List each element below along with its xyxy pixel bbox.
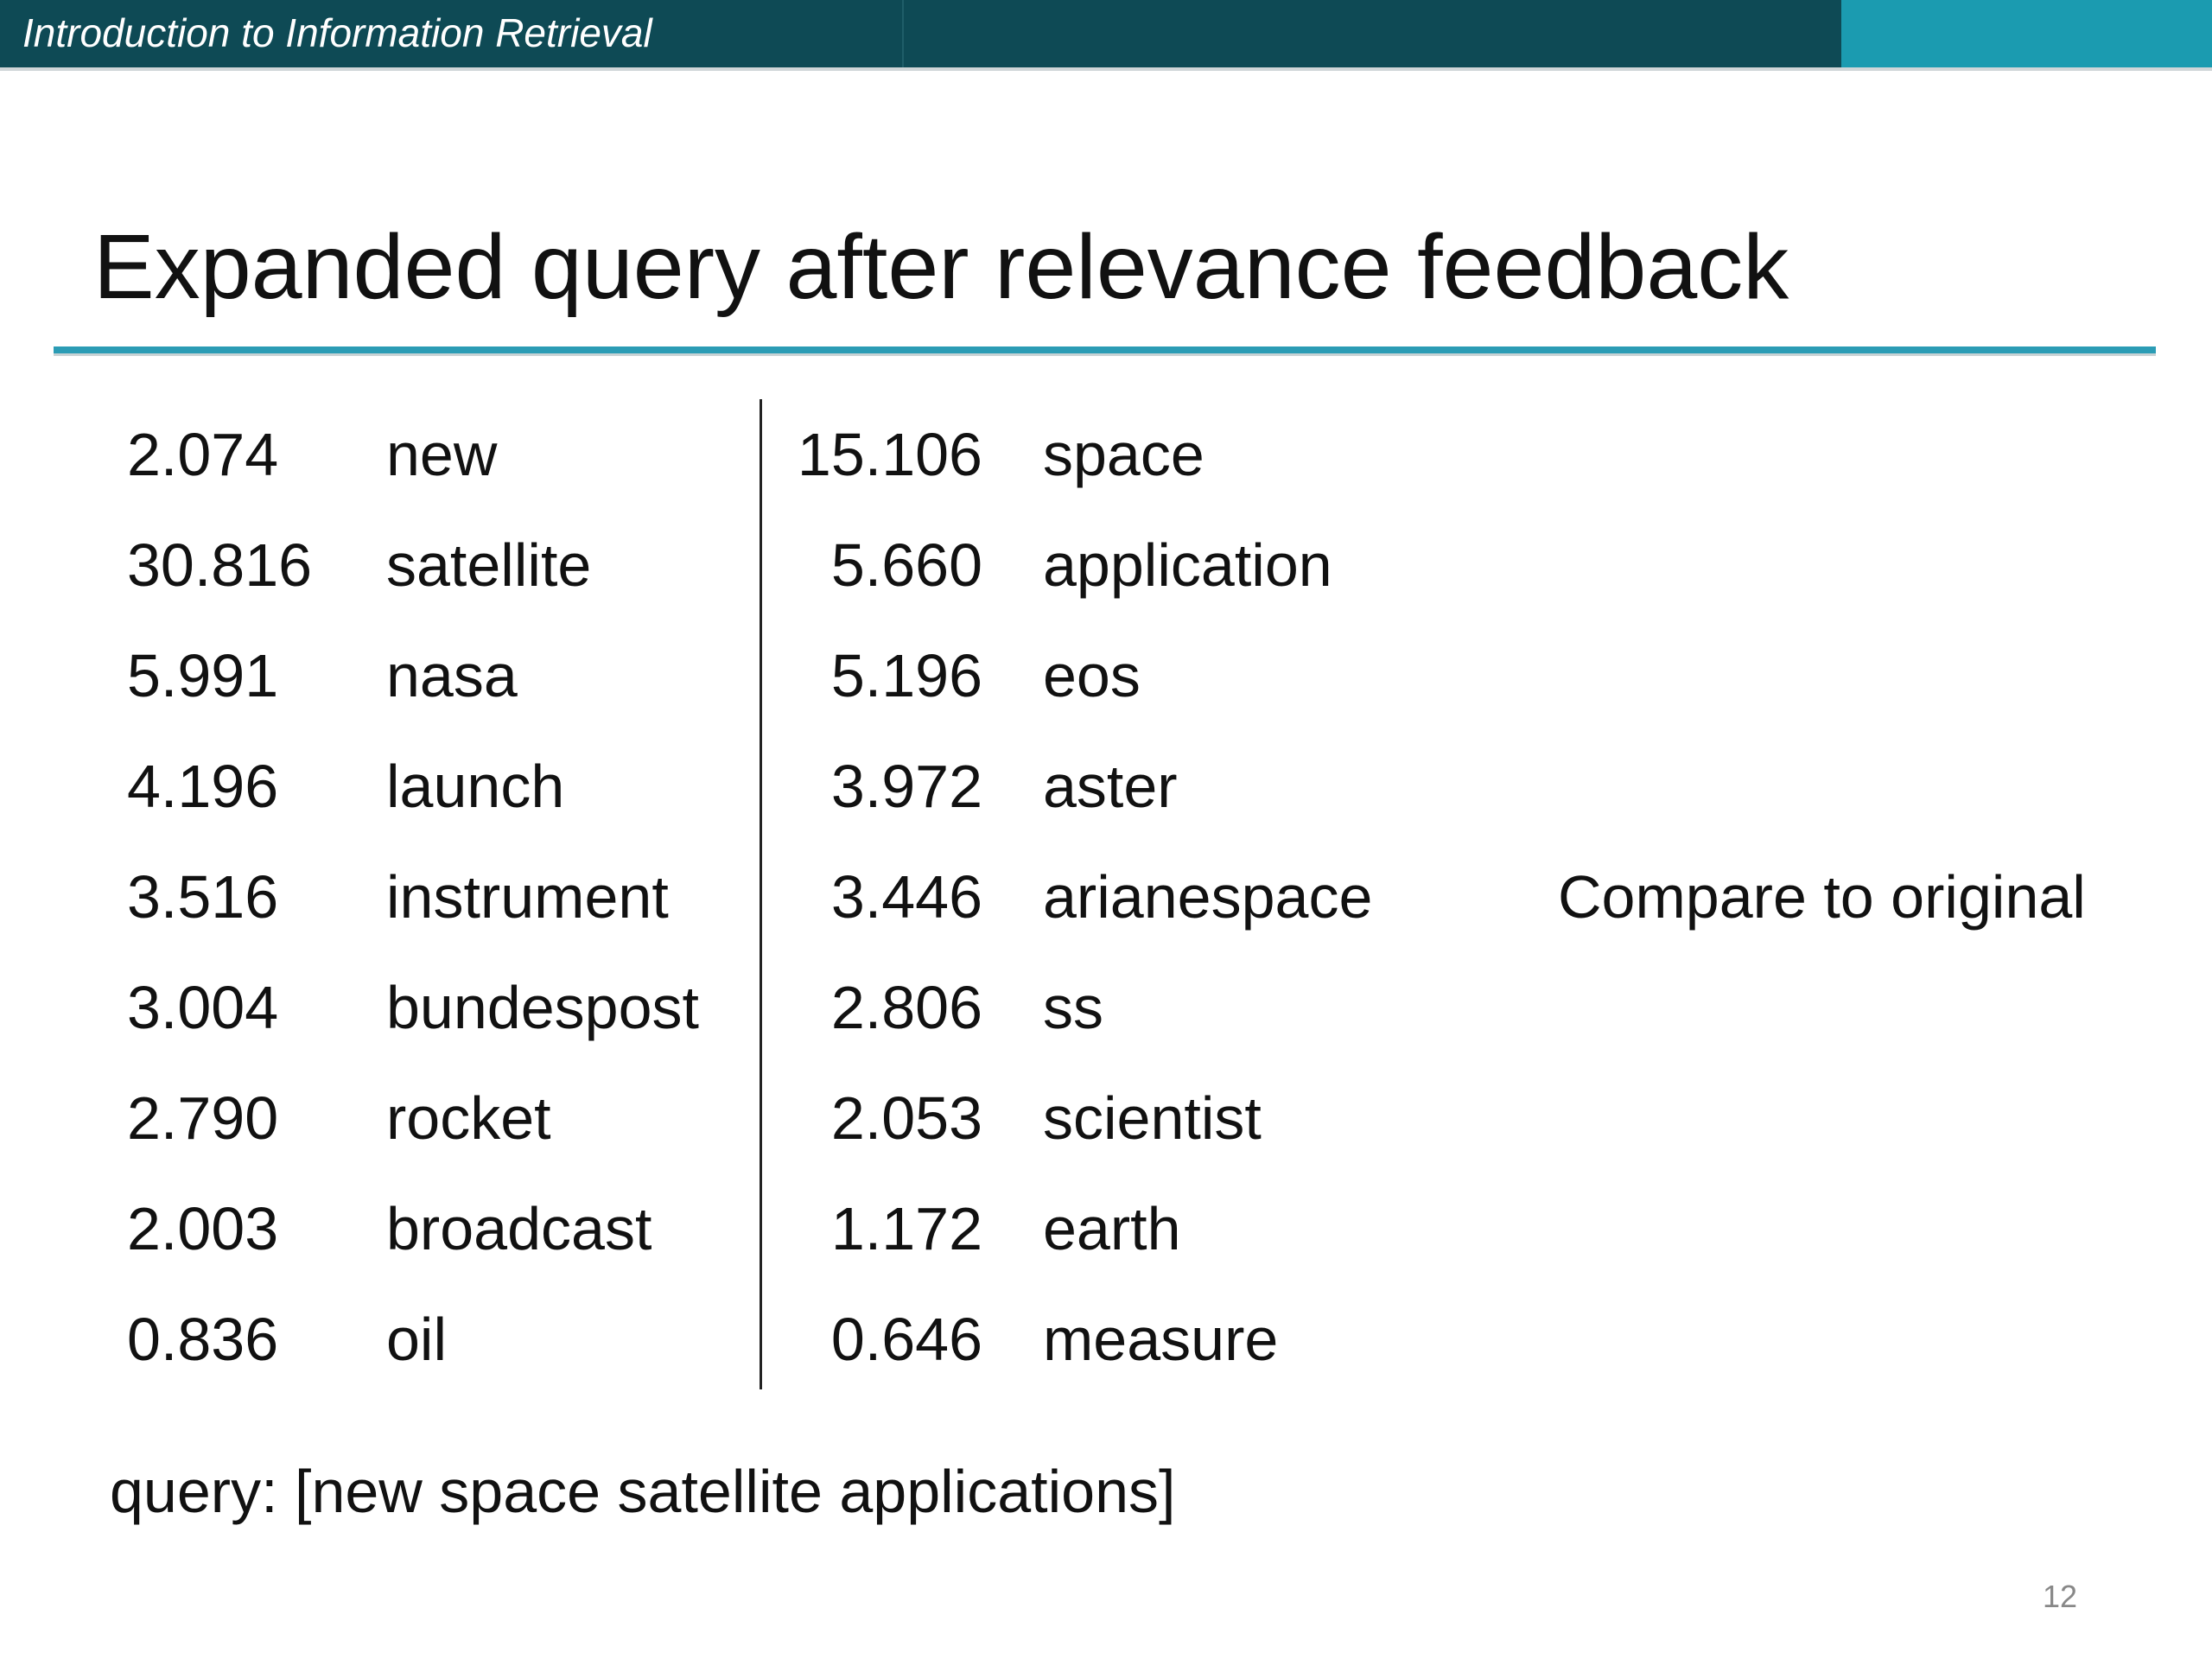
- header-bar: [0, 0, 1841, 67]
- table-weight: 3.446: [830, 863, 982, 931]
- title-rule-shadow: [54, 353, 2156, 356]
- table-term: launch: [386, 753, 565, 820]
- table-term: broadcast: [386, 1195, 652, 1262]
- slide-title: Expanded query after relevance feedback: [93, 216, 1789, 318]
- table-weight: 2.790: [127, 1084, 279, 1152]
- column-divider: [760, 399, 762, 1389]
- table-weight: 2.074: [127, 421, 279, 488]
- table-weight: 1.172: [830, 1195, 982, 1262]
- table-term: instrument: [386, 863, 669, 931]
- table-term: scientist: [1043, 1084, 1262, 1152]
- table-term: arianespace: [1043, 863, 1373, 931]
- table-weight: 5.660: [830, 531, 982, 599]
- table-weight: 5.991: [127, 642, 279, 709]
- header-accent: [1841, 0, 2212, 67]
- table-weight: 0.646: [830, 1306, 982, 1373]
- table-weight: 30.816: [127, 531, 313, 599]
- table-weight: 3.516: [127, 863, 279, 931]
- table-weight: 3.004: [127, 974, 279, 1041]
- table-weight: 15.106: [797, 421, 982, 488]
- table-term: space: [1043, 421, 1205, 488]
- table-term: rocket: [386, 1084, 551, 1152]
- table-weight: 0.836: [127, 1306, 279, 1373]
- header-shadow: [0, 67, 2212, 71]
- query: query: [new space satellite applications…: [110, 1458, 1176, 1525]
- table-term: aster: [1043, 753, 1178, 820]
- table-weight: 5.196: [830, 642, 982, 709]
- header-divider: [902, 0, 904, 67]
- title-rule: [54, 346, 2156, 353]
- page-number: 12: [2043, 1579, 2078, 1614]
- table-weight: 4.196: [127, 753, 279, 820]
- table-weight: 3.972: [830, 753, 982, 820]
- table-term: eos: [1043, 642, 1141, 709]
- table-term: ss: [1043, 974, 1103, 1041]
- table-term: application: [1043, 531, 1332, 599]
- table-term: earth: [1043, 1195, 1181, 1262]
- table-weight: 2.806: [830, 974, 982, 1041]
- table-term: satellite: [386, 531, 592, 599]
- table-weight: 2.053: [830, 1084, 982, 1152]
- table-term: new: [386, 421, 498, 488]
- table-term: measure: [1043, 1306, 1279, 1373]
- table-weight: 2.003: [127, 1195, 279, 1262]
- table-term: oil: [386, 1306, 448, 1373]
- table-term: bundespost: [386, 974, 699, 1041]
- header-title: Introduction to Information Retrieval: [22, 10, 652, 55]
- note: Compare to original: [1558, 863, 2086, 931]
- table-term: nasa: [386, 642, 518, 709]
